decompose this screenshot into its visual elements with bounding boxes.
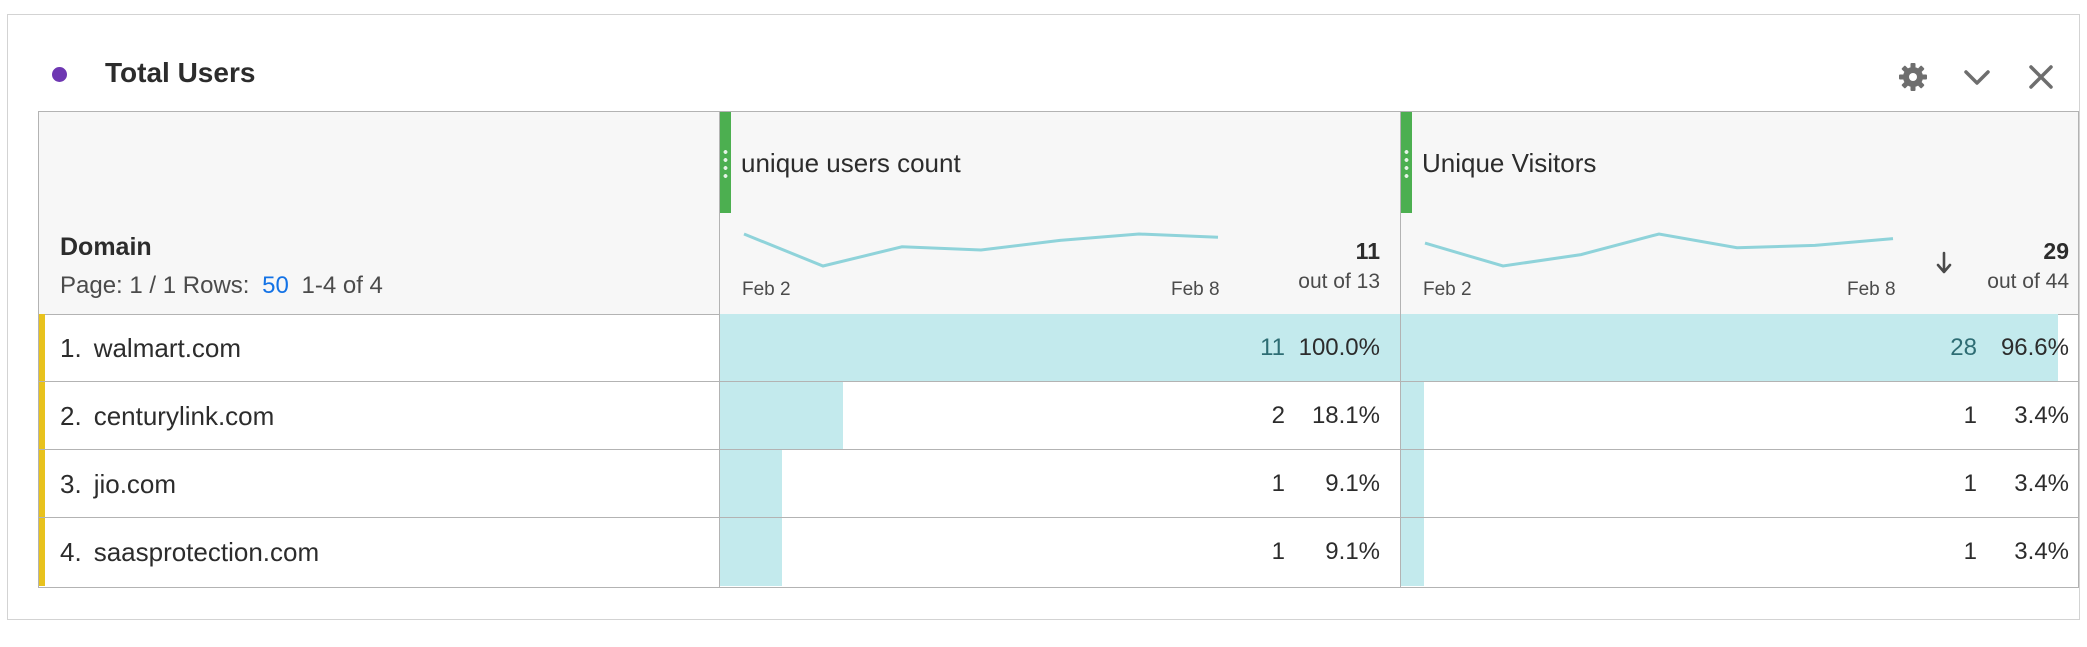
column-total: 11 xyxy=(1355,238,1380,264)
row-color-marker xyxy=(39,382,45,449)
metric-percent: 100.0% xyxy=(1298,334,1380,361)
dimension-header[interactable]: Domain xyxy=(60,233,152,261)
table-row[interactable]: 4. saasprotection.com 1 9.1% 1 3.4% xyxy=(39,518,2078,586)
sparkline-end-date: Feb 8 xyxy=(1171,279,1220,300)
metric-value: 2 xyxy=(1271,402,1285,429)
freeform-table: unique users count Unique Visitors Domai… xyxy=(38,111,2079,588)
sparkline-end-date: Feb 8 xyxy=(1847,279,1896,300)
column-divider xyxy=(719,112,720,587)
row-index: 3. xyxy=(60,469,82,499)
chevron-down-icon[interactable] xyxy=(1959,59,1995,95)
row-color-marker xyxy=(39,450,45,517)
row-index: 2. xyxy=(60,401,82,431)
row-dimension-label[interactable]: 3. jio.com xyxy=(60,469,176,500)
row-domain: centurylink.com xyxy=(93,401,275,431)
column-header-row: unique users count Unique Visitors xyxy=(39,112,2078,214)
metric-value: 28 xyxy=(1950,334,1977,361)
rows-label: Rows: xyxy=(182,272,250,299)
rows-per-page-select[interactable]: 50 xyxy=(262,272,289,299)
table-row[interactable]: 2. centurylink.com 2 18.1% 1 3.4% xyxy=(39,382,2078,450)
column-header-unique-users-count[interactable]: unique users count xyxy=(741,148,961,178)
metric-percent: 18.1% xyxy=(1311,402,1380,429)
percent-bar xyxy=(720,382,843,449)
close-icon[interactable] xyxy=(2023,59,2059,95)
row-color-marker xyxy=(39,314,45,381)
row-dimension-label[interactable]: 1. walmart.com xyxy=(60,333,241,364)
metric-percent: 3.4% xyxy=(2014,538,2069,565)
panel-color-dot xyxy=(52,67,67,82)
row-color-marker xyxy=(39,518,45,586)
row-domain: walmart.com xyxy=(93,333,242,363)
row-dimension-label[interactable]: 4. saasprotection.com xyxy=(60,537,319,568)
sparkline-start-date: Feb 2 xyxy=(742,279,791,300)
column-drag-handle[interactable] xyxy=(720,112,731,213)
percent-bar xyxy=(720,314,1400,381)
row-domain: jio.com xyxy=(93,469,177,499)
column-header-unique-visitors[interactable]: Unique Visitors xyxy=(1422,148,1597,178)
percent-bar xyxy=(1401,314,2058,381)
table-body: 1. walmart.com 11 100.0% 28 96.6% 2. centurylin… xyxy=(39,314,2078,587)
summary-row xyxy=(39,213,2078,315)
row-domain: saasprotection.com xyxy=(93,537,320,567)
gear-icon[interactable] xyxy=(1895,59,1931,95)
column-drag-handle[interactable] xyxy=(1401,112,1412,213)
metric-percent: 9.1% xyxy=(1325,470,1380,497)
percent-bar xyxy=(1401,450,1424,517)
column-divider xyxy=(1400,112,1401,587)
row-range: 1-4 of 4 xyxy=(301,272,383,299)
metric-value: 11 xyxy=(1260,334,1285,361)
column-total-out-of: out of 13 xyxy=(1298,270,1380,293)
metric-percent: 96.6% xyxy=(2000,334,2069,361)
percent-bar xyxy=(720,450,782,517)
sparkline-start-date: Feb 2 xyxy=(1423,279,1472,300)
panel-title: Total Users xyxy=(105,57,256,88)
table-row[interactable]: 3. jio.com 1 9.1% 1 3.4% xyxy=(39,450,2078,518)
sparkline-unique-visitors xyxy=(1424,232,1894,268)
percent-bar xyxy=(1401,382,1424,449)
table-row[interactable]: 1. walmart.com 11 100.0% 28 96.6% xyxy=(39,314,2078,382)
metric-value: 1 xyxy=(1271,538,1285,565)
sparkline-unique-users-count xyxy=(743,232,1219,268)
metric-value: 1 xyxy=(1963,470,1977,497)
metric-percent: 3.4% xyxy=(2014,470,2069,497)
column-total-out-of: out of 44 xyxy=(1987,270,2069,293)
row-index: 1. xyxy=(60,333,82,363)
metric-value: 1 xyxy=(1963,538,1977,565)
metric-percent: 3.4% xyxy=(2014,402,2069,429)
percent-bar xyxy=(1401,518,1424,586)
sort-descending-icon[interactable] xyxy=(1935,251,1953,282)
metric-value: 1 xyxy=(1963,402,1977,429)
page-label: Page: xyxy=(60,272,123,299)
metric-value: 1 xyxy=(1271,470,1285,497)
percent-bar xyxy=(720,518,782,586)
row-dimension-label[interactable]: 2. centurylink.com xyxy=(60,401,274,432)
column-total: 29 xyxy=(2043,238,2069,264)
row-index: 4. xyxy=(60,537,82,567)
pagination: Page: 1 / 1 Rows: 50 1-4 of 4 xyxy=(60,272,383,300)
page-value: 1 / 1 xyxy=(129,272,177,299)
metric-percent: 9.1% xyxy=(1325,538,1380,565)
